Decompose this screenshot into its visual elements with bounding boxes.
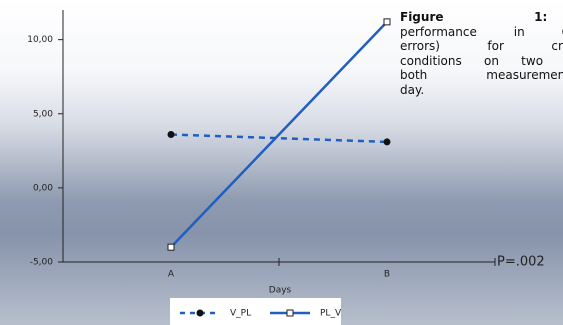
series-line <box>171 22 387 247</box>
y-tick-label: -5,00 <box>30 258 54 268</box>
legend-marker <box>287 310 293 316</box>
point <box>384 19 390 25</box>
y-tick-label: 10,00 <box>27 35 53 45</box>
y-tick-label: 0,00 <box>33 183 53 193</box>
x-tick-label: B <box>384 270 390 280</box>
x-tick-label: A <box>168 270 175 280</box>
chart: Days P=.002 -5,00 0,00 5,00 10,00 A B V_PL PL_V <box>0 0 563 325</box>
legend-marker <box>197 310 204 317</box>
annotation: P=.002 <box>497 255 545 270</box>
y-tick-label: 5,00 <box>33 109 53 119</box>
page: Figure 1:L performance in Cerrors) for c… <box>0 0 563 325</box>
point <box>384 138 391 145</box>
legend-label: V_PL <box>230 309 251 319</box>
point <box>168 131 175 138</box>
point <box>168 244 174 250</box>
legend-label: PL_V <box>320 309 342 319</box>
x-axis-label: Days <box>269 286 292 296</box>
